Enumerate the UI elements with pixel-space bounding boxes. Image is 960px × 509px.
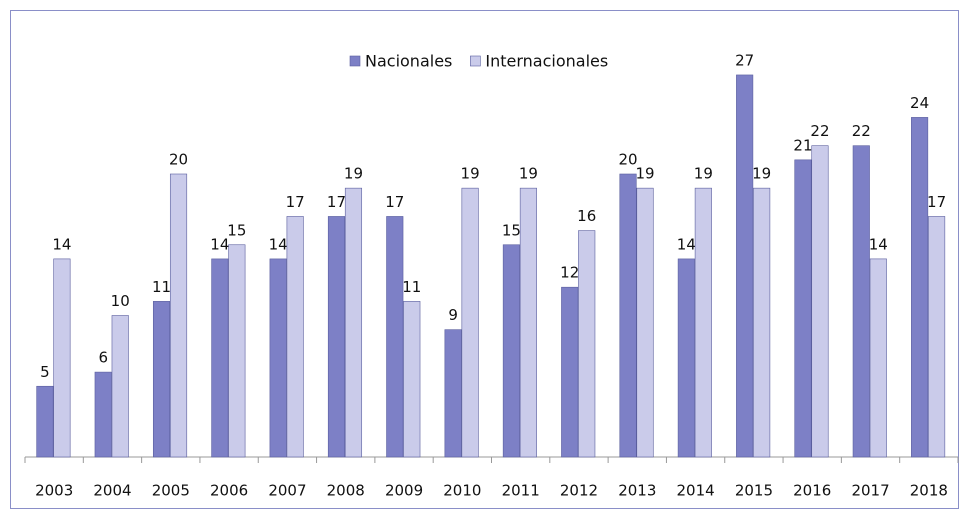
data-label: 17 — [327, 193, 346, 211]
x-tick-label: 2018 — [910, 482, 948, 500]
x-tick-label: 2004 — [93, 482, 131, 500]
bar — [753, 187, 771, 458]
bar — [694, 187, 712, 458]
data-label: 15 — [502, 221, 521, 239]
bar — [36, 385, 54, 458]
bar — [519, 187, 537, 458]
bar — [619, 173, 637, 458]
bar — [636, 187, 654, 458]
data-label: 14 — [869, 235, 888, 253]
legend-label: Internacionales — [485, 52, 608, 71]
x-tick-label: 2014 — [677, 482, 715, 500]
bar — [327, 216, 346, 458]
bar — [869, 258, 887, 458]
data-label: 19 — [752, 165, 771, 183]
bar — [286, 216, 304, 458]
data-label: 24 — [910, 94, 929, 112]
bar — [736, 74, 754, 458]
data-label: 15 — [227, 221, 246, 239]
data-label: 22 — [852, 122, 871, 140]
bar — [911, 117, 929, 458]
x-tick-label: 2009 — [385, 482, 423, 500]
data-label: 22 — [810, 122, 829, 140]
data-label: 11 — [152, 278, 171, 296]
bar — [578, 230, 596, 458]
bar — [444, 329, 462, 458]
bar — [461, 187, 479, 458]
x-tick-label: 2005 — [152, 482, 190, 500]
data-label: 5 — [40, 363, 50, 381]
x-tick-label: 2017 — [851, 482, 889, 500]
data-label: 9 — [448, 306, 458, 324]
x-tick-label: 2010 — [443, 482, 481, 500]
data-label: 16 — [577, 207, 596, 225]
bar — [211, 258, 229, 458]
x-tick-label: 2012 — [560, 482, 598, 500]
data-label: 20 — [618, 151, 637, 169]
legend-swatch — [470, 55, 481, 67]
x-tick-label: 2013 — [618, 482, 656, 500]
data-label: 14 — [269, 235, 288, 253]
bar — [928, 216, 946, 458]
bar — [403, 301, 421, 458]
bar — [94, 371, 112, 458]
bar — [269, 258, 287, 458]
data-label: 19 — [461, 165, 480, 183]
data-label: 17 — [286, 193, 305, 211]
data-label: 6 — [98, 349, 108, 367]
data-label: 21 — [793, 136, 812, 154]
bar — [111, 315, 129, 458]
data-label: 10 — [111, 292, 130, 310]
data-label: 14 — [52, 235, 71, 253]
data-label: 20 — [169, 151, 188, 169]
data-label: 19 — [635, 165, 654, 183]
x-tick-label: 2015 — [735, 482, 773, 500]
legend-swatch — [349, 55, 361, 67]
data-label: 11 — [402, 278, 421, 296]
legend-label: Nacionales — [365, 52, 452, 71]
bar — [152, 301, 171, 458]
x-tick-label: 2008 — [327, 482, 365, 500]
bar — [344, 187, 363, 458]
x-tick-label: 2003 — [35, 482, 73, 500]
data-label: 27 — [735, 51, 754, 69]
bar — [502, 244, 520, 458]
data-label: 14 — [210, 235, 229, 253]
bar — [852, 145, 870, 458]
x-tick-label: 2011 — [502, 482, 540, 500]
bar — [561, 286, 579, 458]
x-tick-label: 2007 — [268, 482, 306, 500]
bar — [677, 258, 695, 458]
data-label: 17 — [385, 193, 404, 211]
data-label: 14 — [677, 235, 696, 253]
bar — [53, 258, 71, 458]
x-tick-label: 2016 — [793, 482, 831, 500]
bar — [794, 159, 812, 458]
bar — [169, 173, 188, 458]
x-tick-label: 2006 — [210, 482, 248, 500]
data-label: 12 — [560, 264, 579, 282]
data-label: 19 — [519, 165, 538, 183]
data-label: 17 — [927, 193, 946, 211]
bar — [811, 145, 829, 458]
bar — [386, 216, 404, 458]
data-label: 19 — [694, 165, 713, 183]
bar — [228, 244, 246, 458]
data-label: 19 — [344, 165, 363, 183]
